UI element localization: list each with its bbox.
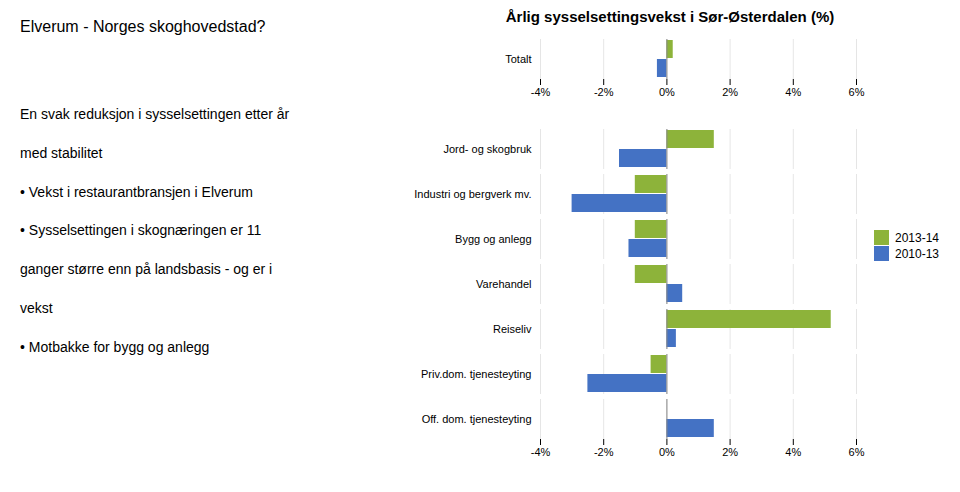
svg-text:2%: 2%	[722, 446, 738, 458]
svg-text:0%: 0%	[659, 446, 675, 458]
html-text:Elverum - Norges skoghovedstad: Elverum - Norges skoghovedstad?	[20, 18, 266, 35]
svg-text:Jord- og skogbruk: Jord- og skogbruk	[443, 143, 532, 155]
html-text:Årlig sysselsettingsvekst i Sø: Årlig sysselsettingsvekst i Sør-Østerdal…	[505, 8, 835, 25]
svg-text:-2%: -2%	[594, 446, 614, 458]
html-text:vekst: vekst	[20, 300, 53, 316]
html-text:ganger større enn på landsbasi: ganger større enn på landsbasis - og er …	[20, 261, 273, 278]
svg-text:4%: 4%	[785, 446, 801, 458]
html-text:2013-14: 2013-14	[895, 230, 939, 245]
svg-text:Priv.dom. tjenesteyting: Priv.dom. tjenesteyting	[421, 368, 531, 380]
svg-text:6%: 6%	[849, 86, 865, 98]
svg-text:Totalt: Totalt	[505, 53, 531, 65]
svg-text:Reiseliv: Reiseliv	[493, 323, 532, 335]
html-text:2010-13: 2010-13	[895, 246, 939, 261]
svg-text:Off. dom. tjenesteyting: Off. dom. tjenesteyting	[422, 413, 532, 425]
svg-text:Bygg og anlegg: Bygg og anlegg	[455, 233, 531, 245]
html-text:• Sysselsettingen i skognæring: • Sysselsettingen i skognæringen er 11	[20, 222, 262, 239]
html-text:• Vekst i restaurantbransjen i: • Vekst i restaurantbransjen i Elverum	[20, 183, 253, 200]
svg-text:-4%: -4%	[531, 446, 551, 458]
svg-text:Industri og bergverk mv.: Industri og bergverk mv.	[414, 188, 531, 200]
svg-text:-4%: -4%	[531, 86, 551, 98]
svg-text:6%: 6%	[849, 446, 865, 458]
html-text:med stabilitet: med stabilitet	[20, 144, 103, 161]
svg-text:Varehandel: Varehandel	[476, 278, 531, 290]
svg-text:4%: 4%	[785, 86, 801, 98]
html-text:• Motbakke for bygg og anlegg: • Motbakke for bygg og anlegg	[20, 338, 210, 355]
svg-text:0%: 0%	[659, 86, 675, 98]
svg-text:2%: 2%	[722, 86, 738, 98]
svg-text:-2%: -2%	[594, 86, 614, 98]
html-text:En svak reduksjon i sysselsett: En svak reduksjon i sysselsettingen ette…	[20, 106, 290, 122]
